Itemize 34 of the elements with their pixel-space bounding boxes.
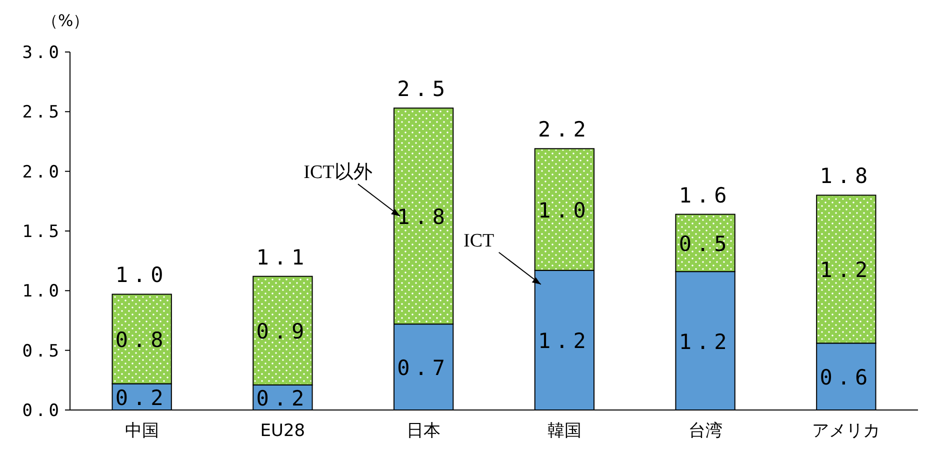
data-label: 0.9 <box>256 320 310 344</box>
y-tick-label: 0.5 <box>22 341 62 362</box>
text: ICT <box>464 230 495 252</box>
x-tick-label: 台湾 <box>688 421 722 441</box>
data-label: 0.6 <box>820 366 873 390</box>
y-tick-label: 3.0 <box>22 43 62 63</box>
total-label: 2.2 <box>538 118 591 142</box>
data-label: 1.2 <box>820 258 873 282</box>
y-tick-label: 2.0 <box>22 162 62 182</box>
data-label: 1.0 <box>538 198 591 223</box>
x-tick-label: EU28 <box>260 421 306 441</box>
data-label: 0.7 <box>397 356 450 380</box>
y-axis-title: （%） <box>42 11 90 30</box>
data-label: 1.2 <box>678 330 732 354</box>
y-tick-label: 2.5 <box>22 102 62 123</box>
total-label: 1.0 <box>115 263 168 288</box>
x-tick-label: 韓国 <box>547 421 582 441</box>
y-tick-label: 0.0 <box>22 401 62 421</box>
x-tick-label: 日本 <box>406 421 441 441</box>
data-label: 0.2 <box>115 386 168 410</box>
total-label: 2.5 <box>397 77 450 102</box>
data-label: 0.8 <box>115 328 168 352</box>
data-label: 1.8 <box>397 205 450 230</box>
y-tick-label: 1.0 <box>22 282 62 302</box>
data-label: 0.5 <box>678 232 732 256</box>
data-label: 0.2 <box>256 386 310 410</box>
total-label: 1.1 <box>256 245 310 270</box>
x-tick-label: 中国 <box>124 421 159 441</box>
y-tick-label: 1.5 <box>22 222 62 242</box>
total-label: 1.8 <box>820 164 873 188</box>
data-label: 1.2 <box>538 329 591 354</box>
x-tick-label: アメリカ <box>812 421 880 441</box>
series-label: ICT以外 <box>304 162 372 184</box>
total-label: 1.6 <box>678 183 732 208</box>
